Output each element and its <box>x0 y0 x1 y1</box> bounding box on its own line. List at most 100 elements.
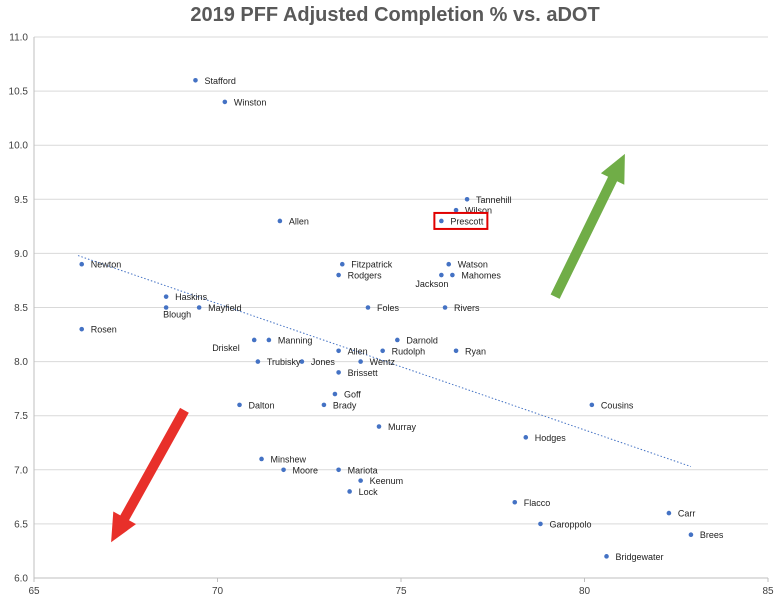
data-point <box>666 510 672 516</box>
data-point <box>347 489 352 494</box>
axes: 6.0 6.5 7.0 7.5 8.0 8.5 9.0 9.5 10.0 10.5 11.0 65 70… <box>9 33 774 598</box>
data-point <box>222 99 228 105</box>
point-label: Ryan <box>465 346 486 356</box>
red-arrow-down-left <box>111 407 189 543</box>
data-point <box>442 305 448 310</box>
point-label: Haskins <box>175 292 208 302</box>
point-label: Murray <box>388 422 417 432</box>
point-label: Darnold <box>406 335 438 345</box>
y-tick-label: 9.5 <box>14 195 28 206</box>
point-label: Cousins <box>601 400 634 410</box>
y-tick-label: 9.0 <box>14 249 28 260</box>
point-label: Wentz <box>370 357 396 367</box>
y-tick-label: 10.0 <box>9 141 29 152</box>
point-label: Moore <box>293 465 319 475</box>
data-point <box>589 402 595 408</box>
point-label: Hodges <box>535 433 567 443</box>
point-label: Goff <box>344 390 361 400</box>
data-point <box>163 294 169 299</box>
point-label: Keenum <box>370 476 404 486</box>
point-label: Dalton <box>249 400 275 410</box>
point-label: Allen <box>348 346 368 356</box>
point-label: Brees <box>700 530 724 540</box>
data-point <box>358 359 363 364</box>
data-point <box>237 402 242 408</box>
data-point <box>365 305 371 310</box>
point-label: Bridgewater <box>616 552 664 562</box>
x-tick-label: 75 <box>395 586 407 597</box>
point-label: Prescott <box>450 216 484 226</box>
x-tick-label: 70 <box>212 586 224 597</box>
data-point <box>358 478 363 483</box>
data-point <box>336 272 341 278</box>
point-label: Manning <box>278 335 313 345</box>
point-label: Blough <box>163 310 191 320</box>
point-label: Stafford <box>204 76 235 86</box>
point-label: Jones <box>311 357 336 367</box>
data-point <box>604 554 609 559</box>
data-point <box>538 521 543 527</box>
data-point <box>266 337 272 343</box>
data-point <box>464 197 470 202</box>
point-label: Fitzpatrick <box>351 260 393 270</box>
y-tick-label: 11.0 <box>9 33 28 44</box>
point-label: Tannehill <box>476 195 512 205</box>
point-label: Driskel <box>212 343 240 353</box>
data-point <box>79 326 85 332</box>
data-point <box>255 359 261 364</box>
data-point <box>259 456 264 462</box>
data-point <box>163 305 169 310</box>
data-point <box>79 261 85 267</box>
data-point <box>439 272 444 278</box>
point-label: Brady <box>333 400 357 410</box>
data-point <box>453 348 459 354</box>
data-point <box>336 348 341 354</box>
point-label: Rosen <box>91 325 117 335</box>
point-label: Watson <box>458 260 488 270</box>
point-label: Newton <box>91 260 122 270</box>
y-tick-label: 7.5 <box>14 411 28 422</box>
data-point <box>446 261 452 267</box>
x-tick-label: 80 <box>579 586 591 597</box>
point-label: Rivers <box>454 303 480 313</box>
point-label: Mahomes <box>461 271 501 281</box>
data-point <box>299 359 305 364</box>
point-label: Lock <box>359 487 379 497</box>
point-label: Jackson <box>415 279 448 289</box>
data-point <box>688 532 694 538</box>
y-tick-label: 6.0 <box>14 574 28 585</box>
highlight-group <box>433 211 489 230</box>
y-tick-label: 6.5 <box>14 519 28 530</box>
data-point <box>277 218 283 224</box>
data-point <box>336 467 341 473</box>
trendline <box>77 255 692 468</box>
point-label: Carr <box>678 509 696 519</box>
point-label: Trubisky <box>267 357 301 367</box>
data-point <box>380 348 385 354</box>
x-tick-label: 65 <box>28 586 40 597</box>
data-point <box>512 499 518 505</box>
x-tick-label: 85 <box>762 586 774 597</box>
data-point <box>251 337 257 343</box>
point-label: Winston <box>234 97 267 107</box>
data-point <box>523 435 529 440</box>
y-tick-label: 8.5 <box>14 303 28 314</box>
point-label: Minshew <box>271 454 307 464</box>
data-point <box>336 370 341 375</box>
point-label: Mayfield <box>208 303 242 313</box>
point-label: Garoppolo <box>549 519 591 529</box>
green-arrow-up-right <box>550 153 625 299</box>
point-label: Rodgers <box>348 271 383 281</box>
data-point <box>321 402 327 408</box>
y-tick-label: 8.0 <box>14 357 28 368</box>
point-label: Brissett <box>348 368 379 378</box>
data-point <box>395 337 400 343</box>
point-label: Mariota <box>348 465 378 475</box>
point-label: Foles <box>377 303 400 313</box>
point-label: Flacco <box>524 498 551 508</box>
data-points-group <box>79 77 694 559</box>
gridlines <box>34 36 768 579</box>
point-label: Allen <box>289 216 309 226</box>
data-point <box>450 272 455 278</box>
